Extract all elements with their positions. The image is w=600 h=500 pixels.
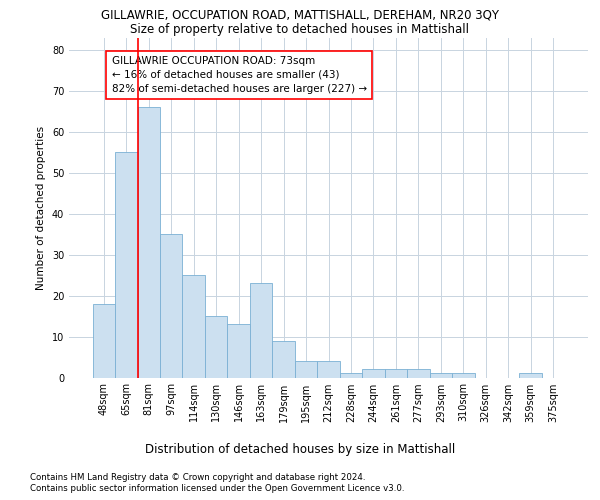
Text: Contains public sector information licensed under the Open Government Licence v3: Contains public sector information licen… [30,484,404,493]
Bar [362,370,385,378]
Bar [250,284,272,378]
Text: Size of property relative to detached houses in Mattishall: Size of property relative to detached ho… [131,22,470,36]
Bar [295,361,317,378]
Bar [407,370,430,378]
Bar [182,275,205,378]
Bar [227,324,250,378]
Bar [430,374,452,378]
Text: GILLAWRIE, OCCUPATION ROAD, MATTISHALL, DEREHAM, NR20 3QY: GILLAWRIE, OCCUPATION ROAD, MATTISHALL, … [101,9,499,22]
Bar [137,107,160,378]
Text: GILLAWRIE OCCUPATION ROAD: 73sqm
← 16% of detached houses are smaller (43)
82% o: GILLAWRIE OCCUPATION ROAD: 73sqm ← 16% o… [112,56,367,94]
Text: Distribution of detached houses by size in Mattishall: Distribution of detached houses by size … [145,442,455,456]
Bar [115,152,137,378]
Bar [205,316,227,378]
Bar [272,340,295,378]
Y-axis label: Number of detached properties: Number of detached properties [36,126,46,290]
Bar [452,374,475,378]
Bar [340,374,362,378]
Text: Contains HM Land Registry data © Crown copyright and database right 2024.: Contains HM Land Registry data © Crown c… [30,472,365,482]
Bar [385,370,407,378]
Bar [520,374,542,378]
Bar [92,304,115,378]
Bar [317,361,340,378]
Bar [160,234,182,378]
